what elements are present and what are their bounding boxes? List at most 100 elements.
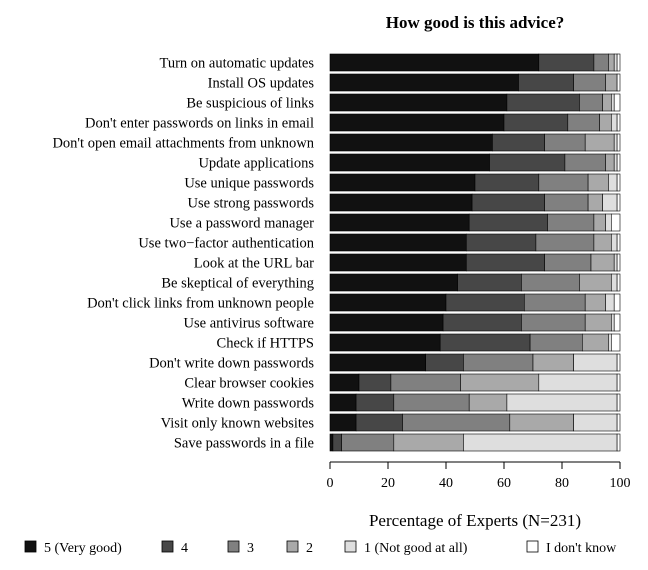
bar-segment: Use unique passwords — 2: 7 [587, 173, 609, 192]
bar-segment: Turn on automatic updates — 2: 2 [608, 53, 615, 72]
bar-segment: Don't enter passwords on links in email … [610, 113, 618, 132]
category-label: Use antivirus software [184, 316, 314, 332]
bar-segment: Look at the URL bar — 1 (Not good at all… [613, 253, 618, 272]
bar-segment: Don't enter passwords on links in email … [567, 113, 600, 132]
bar-segment: Update applications — 5 (Very good): 55 [329, 153, 490, 172]
bar-segment: Update applications — 1 (Not good at all… [613, 153, 618, 172]
bar-segment: Use a password manager — 4: 27 [468, 213, 548, 232]
bar-segment: Install OS updates — 2: 4 [605, 73, 618, 92]
bar-segment: Use unique passwords — 4: 22 [474, 173, 540, 192]
legend-swatch [161, 540, 174, 553]
bar-segment: Be suspicious of links — 3: 8 [579, 93, 603, 112]
legend-swatch [526, 540, 539, 553]
bar-segment: Use unique passwords — I don't know: 1 [616, 173, 621, 192]
bar-segment: Turn on automatic updates — 5 (Very good… [329, 53, 540, 72]
bar-segment: Don't write down passwords — 4: 13 [425, 353, 464, 372]
x-tick-label: 100 [610, 476, 631, 491]
x-tick-label: 20 [381, 476, 395, 491]
bar-segment: Use two−factor authentication — 4: 24 [465, 233, 537, 252]
bar-segment: Use antivirus software — 1 (Not good at … [610, 313, 615, 332]
category-label: Don't click links from unknown people [87, 296, 314, 312]
bar-segment: Don't click links from unknown people — … [605, 293, 615, 312]
bar-segment: Write down passwords — I don't know: 1 [616, 393, 621, 412]
bar-segment: Use antivirus software — 2: 9 [584, 313, 612, 332]
bar-segment: Use antivirus software — 5 (Very good): … [329, 313, 444, 332]
category-label: Write down passwords [182, 396, 315, 412]
bar-segment: Be suspicious of links — 5 (Very good): … [329, 93, 508, 112]
bar-segment: Write down passwords — 2: 13 [468, 393, 508, 412]
bar-segment: Use unique passwords — 3: 17 [538, 173, 589, 192]
bar-segment: Don't click links from unknown people — … [613, 293, 621, 312]
bar-segment: Don't enter passwords on links in email … [503, 113, 569, 132]
bar-segment: Don't enter passwords on links in email … [329, 113, 505, 132]
bar-segment: Be skeptical of everything — 3: 20 [521, 273, 580, 292]
bar-segment: Visit only known websites — 4: 16 [355, 413, 403, 432]
bar-segment: Turn on automatic updates — I don't know… [616, 53, 621, 72]
bar-segment: Be suspicious of links — 1 (Not good at … [610, 93, 615, 112]
bar-segment: Use strong passwords — I don't know: 1 [616, 193, 621, 212]
bar-segment: Be suspicious of links — 4: 25 [506, 93, 580, 112]
category-label: Visit only known websites [161, 416, 315, 432]
bar-segment: Turn on automatic updates — 3: 5 [593, 53, 609, 72]
bar-segment: Install OS updates — 4: 19 [518, 73, 574, 92]
bar-segment: Clear browser cookies — I don't know: 1 [616, 373, 621, 392]
x-axis: 0 20 40 60 80 100 [327, 461, 631, 491]
bar-segment: Don't click links from unknown people — … [523, 293, 586, 312]
bar-segment: Look at the URL bar — I don't know: 1 [616, 253, 621, 272]
bar-segment: Use antivirus software — 4: 27 [442, 313, 522, 332]
bar-segment: Be skeptical of everything — 1 (Not good… [610, 273, 618, 292]
legend-swatch [286, 540, 299, 553]
bar-segment: Check if HTTPS — 1 (Not good at all): 1 [608, 333, 612, 352]
bar-segment: Save passwords in a file — 4: 3 [332, 433, 342, 452]
legend: 5 (Very good) 4 3 2 1 (Not good at all) I don… [24, 540, 617, 556]
category-label: Clear browser cookies [184, 376, 314, 392]
bar-segment: Write down passwords — 3: 26 [393, 393, 470, 412]
bar-segment: Don't enter passwords on links in email … [599, 113, 612, 132]
bar-segment: Don't open email attachments from unknow… [584, 133, 615, 152]
bar-segment: Don't write down passwords — I don't kno… [616, 353, 621, 372]
category-label: Don't write down passwords [149, 356, 314, 372]
bar-segment: Write down passwords — 4: 13 [355, 393, 395, 412]
category-label: Use two−factor authentication [138, 236, 314, 252]
bar-segment: Use antivirus software — I don't know: 2 [613, 313, 621, 332]
bar-segment: Install OS updates — I don't know: 1 [616, 73, 621, 92]
bar-segment: Use strong passwords — 3: 15 [544, 193, 589, 212]
legend-label: 3 [247, 541, 254, 556]
bar-segment: Visit only known websites — 3: 37 [402, 413, 511, 432]
bars: Turn on automatic updates — 5 (Very good… [329, 53, 621, 452]
bar-segment: Use strong passwords — 1 (Not good at al… [602, 193, 618, 212]
bar-segment: Check if HTTPS — 3: 18 [529, 333, 583, 352]
category-label: Turn on automatic updates [159, 56, 314, 72]
bar-segment: Be skeptical of everything — 4: 22 [457, 273, 522, 292]
category-label: Don't enter passwords on links in email [85, 116, 314, 132]
bar-segment: Use unique passwords — 5 (Very good): 50 [329, 173, 476, 192]
bar-segment: Don't open email attachments from unknow… [544, 133, 586, 152]
bar-segment: Save passwords in a file — 2: 24 [393, 433, 464, 452]
legend-swatch [344, 540, 357, 553]
bar-segment: Update applications — 3: 14 [564, 153, 606, 172]
bar-segment: Don't open email attachments from unknow… [616, 133, 621, 152]
category-label: Don't open email attachments from unknow… [52, 136, 314, 152]
legend-label: 5 (Very good) [44, 541, 122, 556]
bar-segment: Clear browser cookies — 4: 11 [358, 373, 392, 392]
bar-segment: Don't write down passwords — 3: 24 [463, 353, 534, 372]
bar-segment: Don't write down passwords — 1 (Not good… [573, 353, 618, 372]
bar-segment: Use a password manager — 2: 4 [593, 213, 606, 232]
bar-segment: Install OS updates — 5 (Very good): 65 [329, 73, 519, 92]
bar-segment: Turn on automatic updates — 1 (Not good … [613, 53, 618, 72]
bar-segment: Don't write down passwords — 2: 14 [532, 353, 574, 372]
category-label: Be skeptical of everything [161, 276, 314, 292]
bar-segment: Look at the URL bar — 3: 16 [544, 253, 592, 272]
bar-segment: Look at the URL bar — 2: 8 [590, 253, 615, 272]
bar-segment: Save passwords in a file — 1 (Not good a… [463, 433, 618, 452]
bar-segment: Don't open email attachments from unknow… [613, 133, 618, 152]
bar-segment: Turn on automatic updates — 4: 19 [538, 53, 595, 72]
bar-segment: Use a password manager — I don't know: 3 [610, 213, 621, 232]
bar-segment: Clear browser cookies — 1 (Not good at a… [538, 373, 618, 392]
bar-segment: Use two−factor authentication — I don't … [616, 233, 621, 252]
category-label: Save passwords in a file [174, 436, 314, 452]
x-tick-label: 40 [439, 476, 453, 491]
bar-segment: Use strong passwords — 5 (Very good): 49 [329, 193, 473, 212]
bar-segment: Check if HTTPS — 4: 31 [439, 333, 531, 352]
